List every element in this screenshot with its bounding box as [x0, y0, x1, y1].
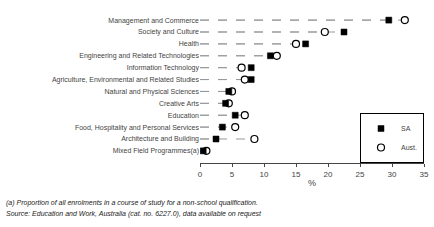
svg-text:Society and Culture: Society and Culture	[138, 28, 199, 36]
svg-text:15: 15	[292, 170, 301, 179]
svg-text:Food, Hospitality and Personal: Food, Hospitality and Personal Services	[75, 124, 200, 132]
svg-text:Information Technology: Information Technology	[127, 64, 200, 72]
svg-text:%: %	[308, 178, 316, 188]
svg-text:Education: Education	[168, 112, 199, 119]
svg-text:Agriculture, Environmental and: Agriculture, Environmental and Related S…	[52, 76, 200, 84]
svg-text:(a) Proportion of all enrolmen: (a) Proportion of all enrolments in a co…	[6, 199, 258, 207]
svg-text:10: 10	[260, 170, 269, 179]
svg-text:SA: SA	[401, 125, 411, 132]
svg-text:Natural and Physical Sciences: Natural and Physical Sciences	[104, 88, 199, 96]
svg-text:Aust.: Aust.	[401, 144, 417, 151]
svg-text:30: 30	[388, 170, 397, 179]
svg-text:35: 35	[420, 170, 429, 179]
svg-text:Management and Commerce: Management and Commerce	[108, 17, 199, 25]
svg-text:25: 25	[356, 170, 365, 179]
svg-text:Architecture and Building: Architecture and Building	[121, 135, 199, 143]
svg-text:0: 0	[198, 170, 203, 179]
svg-text:Mixed Field Programmes(a): Mixed Field Programmes(a)	[113, 147, 199, 155]
svg-text:20: 20	[324, 170, 333, 179]
svg-text:Creative Arts: Creative Arts	[159, 100, 200, 107]
svg-text:5: 5	[230, 170, 235, 179]
svg-text:Source: Education and Work, Au: Source: Education and Work, Australia (c…	[6, 210, 262, 218]
svg-text:Engineering and Related Techno: Engineering and Related Technologies	[79, 52, 199, 60]
svg-text:Health: Health	[179, 40, 199, 47]
